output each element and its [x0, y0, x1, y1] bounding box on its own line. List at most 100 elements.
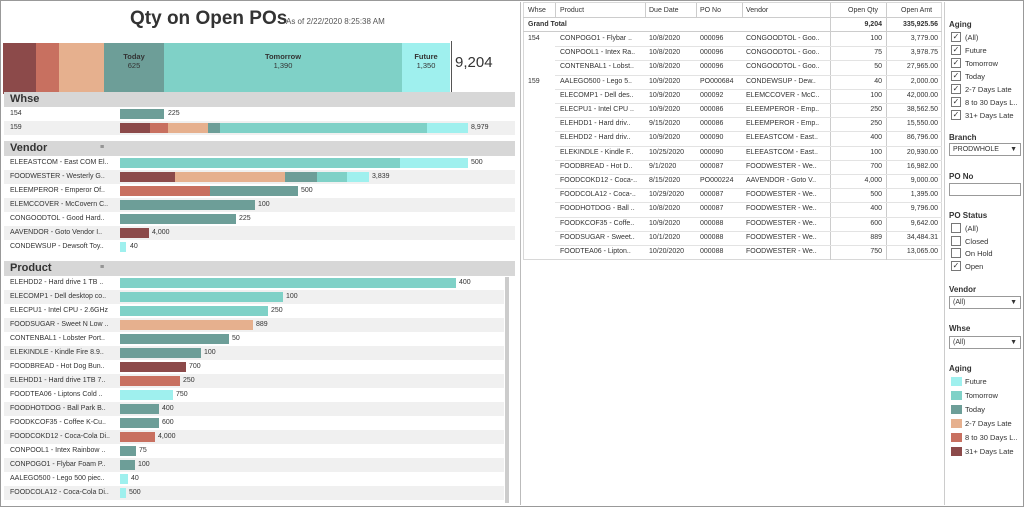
- pono-input[interactable]: [949, 183, 1021, 196]
- table-cell-amt[interactable]: 3,779.00: [910, 35, 938, 42]
- table-cell-qty[interactable]: 400: [870, 205, 882, 213]
- table-cell-amt[interactable]: 3,978.75: [910, 49, 938, 57]
- table-cell-due[interactable]: 10/20/2020: [649, 248, 685, 255]
- table-cell-product[interactable]: FOODCOLA12 - Coca-..: [560, 191, 636, 199]
- table-cell-due[interactable]: 10/9/2020: [649, 134, 681, 142]
- table-cell-qty[interactable]: 4,000: [864, 177, 882, 184]
- legend-label[interactable]: Future: [965, 377, 987, 386]
- product-row[interactable]: CONPOGO1 - Flybar Foam P.. 100: [4, 458, 504, 472]
- vendor-bar-segment[interactable]: [400, 158, 468, 168]
- table-cell-vendor[interactable]: ELEEASTCOM - East..: [746, 148, 818, 156]
- table-cell-amt[interactable]: 27,965.00: [906, 63, 938, 71]
- product-row[interactable]: ELECOMP1 - Dell desktop co.. 100: [4, 290, 504, 304]
- table-cell-po[interactable]: 000088: [700, 219, 724, 227]
- product-row[interactable]: ELEHDD2 - Hard drive 1 TB .. 400: [4, 276, 504, 290]
- product-bar[interactable]: [120, 460, 135, 470]
- table-cell-product[interactable]: FOODBREAD - Hot D..: [560, 162, 633, 170]
- product-bar[interactable]: [120, 334, 229, 344]
- table-cell-due[interactable]: 10/1/2020: [649, 233, 681, 241]
- vendor-bar-segment[interactable]: [120, 228, 149, 238]
- table-cell-po[interactable]: 000087: [700, 162, 724, 170]
- whse-bar-segment[interactable]: [168, 123, 208, 133]
- table-cell-due[interactable]: 10/8/2020: [649, 35, 681, 42]
- table-cell-vendor[interactable]: FOODWESTER - We..: [746, 162, 817, 170]
- aging-checkbox-label[interactable]: 8 to 30 Days L..: [965, 98, 1018, 107]
- po-status-checkbox[interactable]: [951, 248, 961, 258]
- vendor-bar-segment[interactable]: [347, 172, 369, 182]
- po-status-checkbox-label[interactable]: Open: [965, 261, 984, 271]
- table-cell-product[interactable]: FOODKCOF35 - Coffe..: [560, 219, 635, 227]
- vendor-dropdown[interactable]: (All) ▼: [949, 296, 1021, 309]
- aging-checkbox-label[interactable]: (All): [965, 33, 979, 42]
- vendor-bar-segment[interactable]: [120, 172, 175, 182]
- table-cell-product[interactable]: AALEGO500 - Lego 5..: [560, 77, 632, 85]
- product-row[interactable]: ELEHDD1 - Hard drive 1TB 7.. 250: [4, 374, 504, 388]
- table-cell-product[interactable]: ELECPU1 - Intel CPU ..: [560, 106, 634, 113]
- table-cell-po[interactable]: 000088: [700, 248, 724, 255]
- table-cell-amt[interactable]: 9,000.00: [910, 177, 938, 184]
- table-cell-product[interactable]: FOODCOKD12 - Coca-..: [560, 177, 638, 184]
- whse-bar-segment[interactable]: [120, 123, 150, 133]
- table-cell-po[interactable]: 000092: [700, 91, 724, 99]
- whse-bar-segment[interactable]: [120, 109, 164, 119]
- vendor-bar-segment[interactable]: [210, 186, 298, 196]
- branch-dropdown[interactable]: PRODWHOLE ▼: [949, 143, 1021, 156]
- table-cell-amt[interactable]: 13,065.00: [906, 248, 938, 255]
- table-cell-po[interactable]: 000096: [700, 49, 724, 57]
- table-cell-due[interactable]: 10/25/2020: [649, 148, 685, 156]
- table-cell-due[interactable]: 9/1/2020: [649, 162, 677, 170]
- table-cell-po[interactable]: 000087: [700, 191, 724, 199]
- product-bar[interactable]: [120, 306, 268, 316]
- table-cell-qty[interactable]: 700: [870, 162, 882, 170]
- aging-seg-31-plus[interactable]: [3, 43, 36, 94]
- table-cell-amt[interactable]: 42,000.00: [906, 91, 938, 99]
- legend-swatch[interactable]: [951, 433, 962, 442]
- col-header-product[interactable]: Product: [560, 7, 585, 14]
- table-cell-whse[interactable]: 159: [528, 77, 540, 85]
- table-cell-due[interactable]: 10/9/2020: [649, 219, 681, 227]
- table-cell-vendor[interactable]: FOODWESTER - We..: [746, 248, 817, 255]
- aging-checkbox-label[interactable]: Future: [965, 46, 987, 55]
- table-cell-due[interactable]: 10/9/2020: [649, 91, 681, 99]
- vendor-row[interactable]: ELEMCCOVER - McCovern C.. 100: [4, 198, 515, 212]
- table-cell-amt[interactable]: 20,930.00: [906, 148, 938, 156]
- table-cell-product[interactable]: CONTENBAL1 - Lobst..: [560, 63, 634, 71]
- aging-checkbox[interactable]: ✓: [951, 45, 961, 55]
- table-cell-amt[interactable]: 9,642.00: [910, 219, 938, 227]
- whse-bar-segment[interactable]: [427, 123, 468, 133]
- table-cell-vendor[interactable]: CONGOODTOL - Goo..: [746, 63, 820, 71]
- vendor-row[interactable]: ELEEASTCOM - East COM El.. 500: [4, 156, 515, 170]
- sort-icon[interactable]: ≡: [100, 264, 105, 271]
- table-cell-amt[interactable]: 86,796.00: [906, 134, 938, 142]
- table-cell-product[interactable]: ELECOMP1 - Dell des..: [560, 91, 634, 99]
- table-cell-product[interactable]: ELEHDD1 - Hard driv..: [560, 120, 631, 128]
- table-cell-product[interactable]: FOODHOTDOG - Ball ..: [560, 205, 635, 213]
- aging-seg-future[interactable]: Future 1,350: [402, 43, 450, 94]
- table-cell-qty[interactable]: 600: [870, 219, 882, 227]
- table-cell-vendor[interactable]: ELEMCCOVER - McC..: [746, 91, 820, 99]
- table-cell-qty[interactable]: 250: [870, 106, 882, 113]
- product-bar[interactable]: [120, 474, 128, 484]
- product-row[interactable]: ELEKINDLE - Kindle Fire 8.9.. 100: [4, 346, 504, 360]
- table-cell-due[interactable]: 10/8/2020: [649, 63, 681, 71]
- table-cell-amt[interactable]: 16,982.00: [906, 162, 938, 170]
- po-status-checkbox-label[interactable]: On Hold: [965, 249, 993, 258]
- table-cell-po[interactable]: PO000224: [700, 177, 734, 184]
- legend-label[interactable]: Today: [965, 405, 986, 414]
- table-cell-vendor[interactable]: FOODWESTER - We..: [746, 233, 817, 241]
- aging-checkbox-label[interactable]: 2-7 Days Late: [965, 85, 1012, 94]
- table-cell-qty[interactable]: 100: [870, 35, 882, 42]
- col-header-open-qty[interactable]: Open Qty: [848, 7, 878, 14]
- table-cell-qty[interactable]: 250: [870, 120, 882, 128]
- legend-label[interactable]: Tomorrow: [965, 391, 998, 400]
- vendor-bar-segment[interactable]: [317, 172, 347, 182]
- table-cell-po[interactable]: 000096: [700, 63, 724, 71]
- aging-checkbox[interactable]: ✓: [951, 58, 961, 68]
- table-cell-amt[interactable]: 9,796.00: [910, 205, 938, 213]
- table-cell-vendor[interactable]: ELEEMPEROR - Emp..: [746, 120, 820, 128]
- col-header-due-date[interactable]: Due Date: [649, 7, 679, 14]
- table-cell-po[interactable]: 000086: [700, 106, 724, 113]
- table-cell-product[interactable]: FOODTEA06 - Lipton..: [560, 248, 631, 255]
- vendor-row[interactable]: ELEEMPEROR - Emperor Of.. 500: [4, 184, 515, 198]
- col-header-open-amt[interactable]: Open Amt: [901, 7, 933, 14]
